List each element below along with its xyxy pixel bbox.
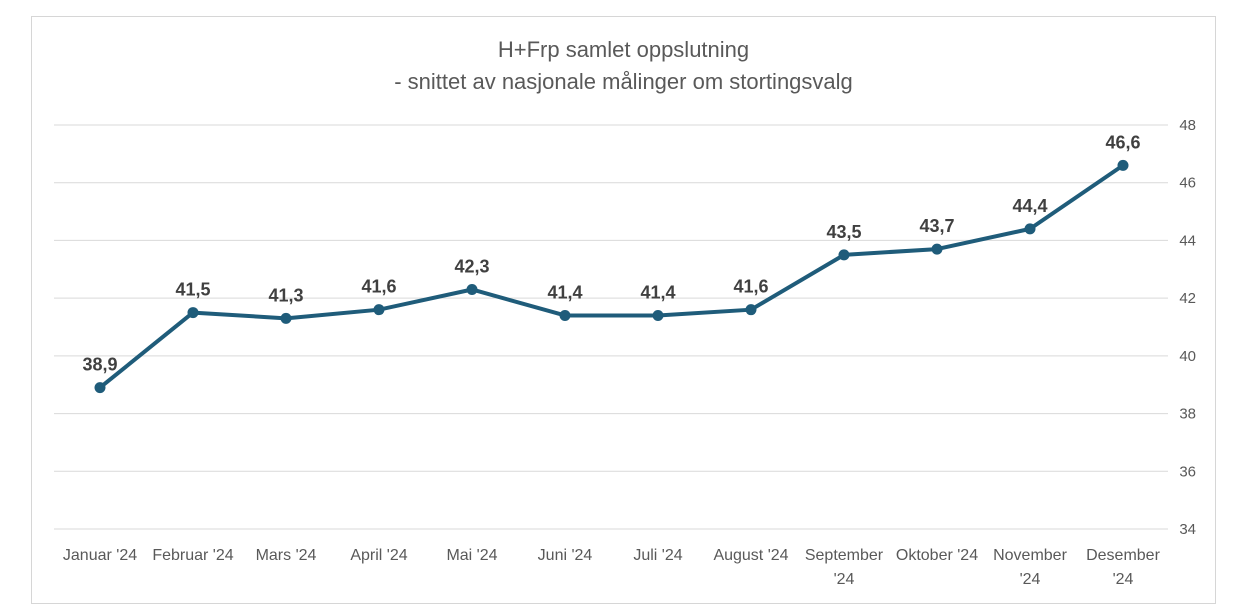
x-tick-label: Februar '24 xyxy=(152,547,233,564)
y-tick-label: 42 xyxy=(1179,290,1196,307)
data-label: 41,4 xyxy=(547,282,582,302)
data-point xyxy=(1024,223,1036,235)
data-point xyxy=(1117,159,1129,171)
series-line xyxy=(98,163,1125,390)
x-tick-label: '24 xyxy=(1020,571,1041,588)
chart-title: H+Frp samlet oppslutning - snittet av na… xyxy=(31,34,1216,98)
data-label: 41,3 xyxy=(268,285,303,305)
x-tick-label: '24 xyxy=(834,571,855,588)
x-axis-ticks: Januar '24 Februar '24 Mars '24 April '24 Ma… xyxy=(63,547,1161,588)
data-label: 44,4 xyxy=(1012,196,1047,216)
x-tick-label: Juli '24 xyxy=(633,547,682,564)
data-point xyxy=(94,382,106,394)
data-label: 46,6 xyxy=(1105,132,1140,152)
x-tick-label: '24 xyxy=(1113,571,1134,588)
x-tick-label: September xyxy=(805,547,884,564)
x-tick-label: Oktober '24 xyxy=(896,547,978,564)
data-point xyxy=(838,249,850,261)
x-tick-label: August '24 xyxy=(713,547,788,564)
x-tick-label: Desember xyxy=(1086,547,1160,564)
y-tick-label: 34 xyxy=(1179,521,1196,538)
x-tick-label: Januar '24 xyxy=(63,547,137,564)
chart-frame xyxy=(31,16,1216,604)
data-label: 43,7 xyxy=(919,216,954,236)
x-tick-label: November xyxy=(993,547,1067,564)
y-tick-label: 44 xyxy=(1179,232,1196,249)
data-point xyxy=(373,304,385,316)
chart-subtitle: - snittet av nasjonale målinger om stort… xyxy=(394,69,853,94)
data-point xyxy=(559,309,571,321)
series-h-frp xyxy=(94,159,1129,394)
y-tick-label: 36 xyxy=(1179,463,1196,480)
data-point xyxy=(745,304,757,316)
data-label: 41,6 xyxy=(733,277,768,297)
chart-title-line-1: H+Frp samlet oppslutning xyxy=(497,37,750,62)
x-tick-label: Mars '24 xyxy=(256,547,317,564)
data-labels: 38,9 41,5 41,3 41,6 42,3 41,4 41,4 41,6 43,5 43,7… xyxy=(82,132,1140,374)
y-tick-label: 46 xyxy=(1179,175,1196,192)
gridlines xyxy=(54,124,1168,530)
data-label: 41,4 xyxy=(640,282,675,302)
data-label: 43,5 xyxy=(826,222,861,242)
data-point xyxy=(652,309,664,321)
data-point xyxy=(466,283,478,295)
data-label: 41,5 xyxy=(175,280,210,300)
x-tick-label: Mai '24 xyxy=(446,547,497,564)
x-tick-label: Juni '24 xyxy=(538,547,593,564)
y-tick-label: 48 xyxy=(1179,117,1196,134)
data-point xyxy=(931,243,943,255)
data-point xyxy=(187,307,199,319)
y-tick-label: 38 xyxy=(1179,406,1196,423)
x-tick-label: April '24 xyxy=(350,547,407,564)
y-axis-ticks: 34 36 38 40 42 44 46 48 xyxy=(1179,117,1196,538)
data-label: 41,6 xyxy=(361,277,396,297)
data-point xyxy=(280,312,292,324)
data-label: 38,9 xyxy=(82,355,117,375)
y-tick-label: 40 xyxy=(1179,348,1196,365)
data-label: 42,3 xyxy=(454,256,489,276)
